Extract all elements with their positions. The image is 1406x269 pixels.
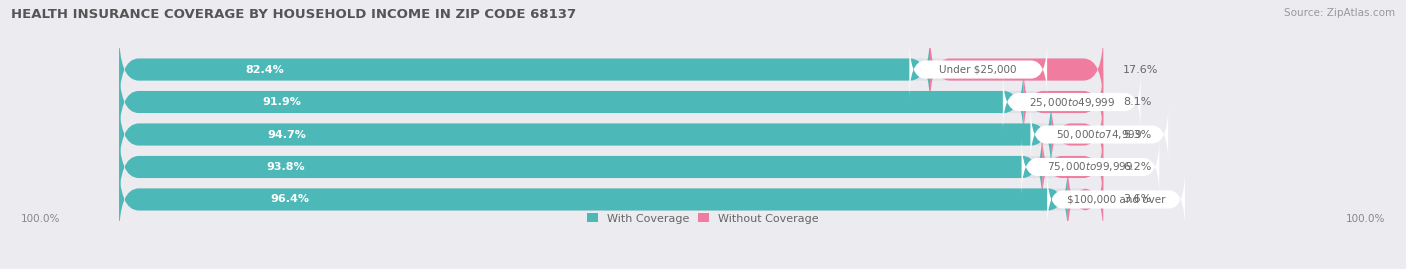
Text: 100.0%: 100.0% [21, 214, 60, 224]
FancyBboxPatch shape [1024, 64, 1104, 140]
Text: 94.7%: 94.7% [267, 129, 307, 140]
FancyBboxPatch shape [929, 32, 1104, 107]
FancyBboxPatch shape [120, 129, 1042, 205]
FancyBboxPatch shape [1031, 105, 1168, 164]
Text: 3.6%: 3.6% [1123, 194, 1152, 204]
FancyBboxPatch shape [910, 40, 1047, 100]
FancyBboxPatch shape [120, 32, 929, 107]
Text: 93.8%: 93.8% [266, 162, 305, 172]
Text: $100,000 and over: $100,000 and over [1067, 194, 1166, 204]
FancyBboxPatch shape [120, 97, 1052, 172]
Text: $50,000 to $74,999: $50,000 to $74,999 [1056, 128, 1143, 141]
FancyBboxPatch shape [120, 129, 1104, 205]
Text: 96.4%: 96.4% [270, 194, 309, 204]
Text: HEALTH INSURANCE COVERAGE BY HOUSEHOLD INCOME IN ZIP CODE 68137: HEALTH INSURANCE COVERAGE BY HOUSEHOLD I… [11, 8, 576, 21]
FancyBboxPatch shape [1042, 129, 1104, 205]
FancyBboxPatch shape [120, 32, 1104, 107]
FancyBboxPatch shape [1052, 97, 1104, 172]
Text: Source: ZipAtlas.com: Source: ZipAtlas.com [1284, 8, 1395, 18]
Text: 8.1%: 8.1% [1123, 97, 1152, 107]
Legend: With Coverage, Without Coverage: With Coverage, Without Coverage [588, 213, 818, 224]
Text: $75,000 to $99,999: $75,000 to $99,999 [1047, 161, 1133, 174]
FancyBboxPatch shape [1022, 137, 1160, 197]
FancyBboxPatch shape [1047, 169, 1185, 229]
FancyBboxPatch shape [120, 97, 1104, 172]
Text: 91.9%: 91.9% [263, 97, 301, 107]
Text: 5.3%: 5.3% [1123, 129, 1152, 140]
Text: 6.2%: 6.2% [1123, 162, 1152, 172]
FancyBboxPatch shape [120, 162, 1104, 237]
FancyBboxPatch shape [120, 64, 1024, 140]
Text: $25,000 to $49,999: $25,000 to $49,999 [1029, 95, 1115, 108]
Text: 82.4%: 82.4% [246, 65, 284, 75]
FancyBboxPatch shape [1067, 162, 1104, 237]
Text: 17.6%: 17.6% [1123, 65, 1159, 75]
FancyBboxPatch shape [1002, 72, 1140, 132]
FancyBboxPatch shape [120, 64, 1104, 140]
Text: 100.0%: 100.0% [1346, 214, 1385, 224]
FancyBboxPatch shape [120, 162, 1067, 237]
Text: Under $25,000: Under $25,000 [939, 65, 1017, 75]
